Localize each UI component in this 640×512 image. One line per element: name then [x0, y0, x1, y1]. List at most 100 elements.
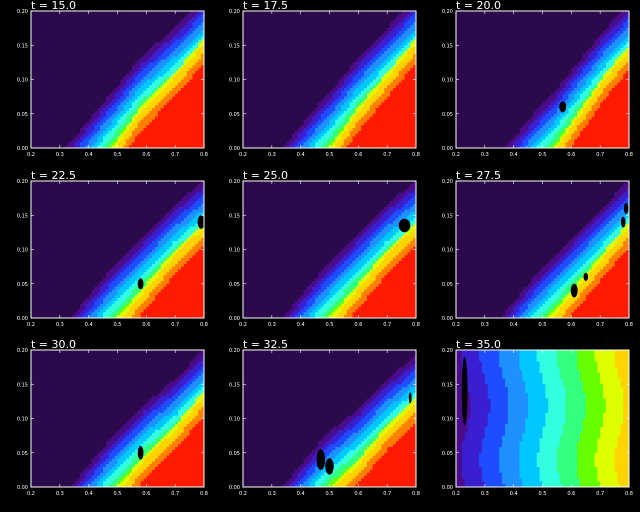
- panel-title: t = 27.5: [456, 169, 501, 182]
- y-tick-label: 0.10: [17, 248, 28, 254]
- y-tick-label: 0.10: [442, 78, 453, 84]
- black-blob: [409, 392, 412, 403]
- y-tick-label: 0.10: [229, 78, 240, 84]
- contour-field: [456, 181, 629, 318]
- panel-title: t = 22.5: [31, 169, 76, 182]
- y-tick-label: 0.15: [17, 382, 28, 388]
- x-tick-label: 0.3: [56, 322, 64, 328]
- x-tick-label: 0.6: [142, 491, 150, 497]
- x-tick-label: 0.3: [268, 152, 276, 158]
- y-tick-label: 0.15: [229, 382, 240, 388]
- x-tick-label: 0.3: [56, 152, 64, 158]
- y-tick-label: 0.10: [229, 417, 240, 423]
- x-tick-label: 0.6: [567, 152, 575, 158]
- x-tick-label: 0.4: [297, 322, 305, 328]
- panel-title: t = 32.5: [243, 338, 288, 351]
- x-tick-label: 0.2: [239, 491, 247, 497]
- x-tick-label: 0.4: [510, 152, 518, 158]
- x-tick-label: 0.7: [171, 322, 179, 328]
- y-tick-label: 0.20: [442, 179, 453, 185]
- x-tick-label: 0.2: [452, 322, 460, 328]
- x-tick-label: 0.3: [481, 152, 489, 158]
- x-tick-label: 0.8: [200, 322, 208, 328]
- y-tick-label: 0.10: [229, 248, 240, 254]
- panel-1: 0.2 0.3 0.4 0.5 0.6 0.7 0.80.000.050.100.150.2…: [17, 0, 208, 158]
- y-tick-label: 0.15: [229, 213, 240, 219]
- x-tick-label: 0.4: [85, 491, 93, 497]
- panel-5: 0.2 0.3 0.4 0.5 0.6 0.7 0.80.000.050.100.150.2…: [229, 169, 420, 328]
- x-tick-label: 0.4: [85, 152, 93, 158]
- contour-field: [243, 11, 416, 148]
- panel-title: t = 35.0: [456, 338, 501, 351]
- x-tick-label: 0.5: [326, 152, 334, 158]
- x-tick-label: 0.3: [268, 491, 276, 497]
- x-tick-label: 0.6: [567, 322, 575, 328]
- y-tick-label: 0.00: [17, 316, 28, 322]
- y-tick-label: 0.10: [17, 417, 28, 423]
- y-tick-label: 0.05: [17, 451, 28, 457]
- x-tick-label: 0.8: [200, 491, 208, 497]
- x-tick-label: 0.6: [142, 322, 150, 328]
- y-tick-label: 0.20: [442, 348, 453, 354]
- panel-7: 0.2 0.3 0.4 0.5 0.6 0.7 0.80.000.050.100.150.2…: [17, 338, 208, 497]
- x-tick-label: 0.6: [142, 152, 150, 158]
- panel-title: t = 17.5: [243, 0, 288, 12]
- x-tick-label: 0.7: [596, 491, 604, 497]
- contour-field: [31, 11, 204, 148]
- y-tick-label: 0.20: [229, 9, 240, 15]
- x-tick-label: 0.6: [354, 491, 362, 497]
- x-tick-label: 0.8: [412, 322, 420, 328]
- black-blob: [559, 101, 566, 112]
- black-blob: [399, 219, 411, 233]
- x-tick-label: 0.5: [114, 152, 122, 158]
- black-blob: [317, 449, 326, 470]
- x-tick-label: 0.6: [567, 491, 575, 497]
- x-tick-label: 0.8: [412, 152, 420, 158]
- black-blob: [571, 284, 578, 298]
- x-tick-label: 0.7: [383, 322, 391, 328]
- x-tick-label: 0.8: [625, 322, 633, 328]
- x-tick-label: 0.2: [27, 152, 35, 158]
- x-tick-label: 0.7: [596, 322, 604, 328]
- black-blob: [624, 203, 629, 214]
- panel-6: 0.2 0.3 0.4 0.5 0.6 0.7 0.80.000.050.100.150.2…: [442, 169, 633, 328]
- y-tick-label: 0.00: [442, 485, 453, 491]
- contour-field: [243, 181, 416, 318]
- y-tick-label: 0.10: [442, 248, 453, 254]
- x-tick-label: 0.2: [452, 152, 460, 158]
- y-tick-label: 0.20: [442, 9, 453, 15]
- x-tick-label: 0.2: [452, 491, 460, 497]
- x-tick-label: 0.3: [481, 322, 489, 328]
- contour-field: [31, 181, 204, 318]
- y-tick-label: 0.20: [229, 348, 240, 354]
- x-tick-label: 0.2: [27, 491, 35, 497]
- x-tick-label: 0.8: [625, 491, 633, 497]
- x-tick-label: 0.7: [171, 152, 179, 158]
- y-tick-label: 0.05: [229, 451, 240, 457]
- panel-2: 0.2 0.3 0.4 0.5 0.6 0.7 0.80.000.050.100.150.2…: [229, 0, 420, 158]
- y-tick-label: 0.05: [17, 112, 28, 118]
- y-tick-label: 0.20: [229, 179, 240, 185]
- x-tick-label: 0.5: [539, 152, 547, 158]
- y-tick-label: 0.05: [17, 282, 28, 288]
- y-tick-label: 0.05: [229, 282, 240, 288]
- x-tick-label: 0.7: [383, 152, 391, 158]
- x-tick-label: 0.5: [114, 322, 122, 328]
- panel-title: t = 30.0: [31, 338, 76, 351]
- x-tick-label: 0.3: [481, 491, 489, 497]
- x-tick-label: 0.8: [200, 152, 208, 158]
- y-tick-label: 0.05: [442, 451, 453, 457]
- black-blob: [138, 446, 144, 460]
- x-tick-label: 0.6: [354, 152, 362, 158]
- y-tick-label: 0.15: [442, 382, 453, 388]
- black-blob: [138, 278, 144, 289]
- x-tick-label: 0.7: [596, 152, 604, 158]
- y-tick-label: 0.20: [17, 348, 28, 354]
- y-tick-label: 0.05: [442, 112, 453, 118]
- black-blob: [584, 273, 589, 281]
- panel-title: t = 25.0: [243, 169, 288, 182]
- y-tick-label: 0.10: [442, 417, 453, 423]
- x-tick-label: 0.8: [412, 491, 420, 497]
- panel-title: t = 20.0: [456, 0, 501, 12]
- x-tick-label: 0.4: [510, 322, 518, 328]
